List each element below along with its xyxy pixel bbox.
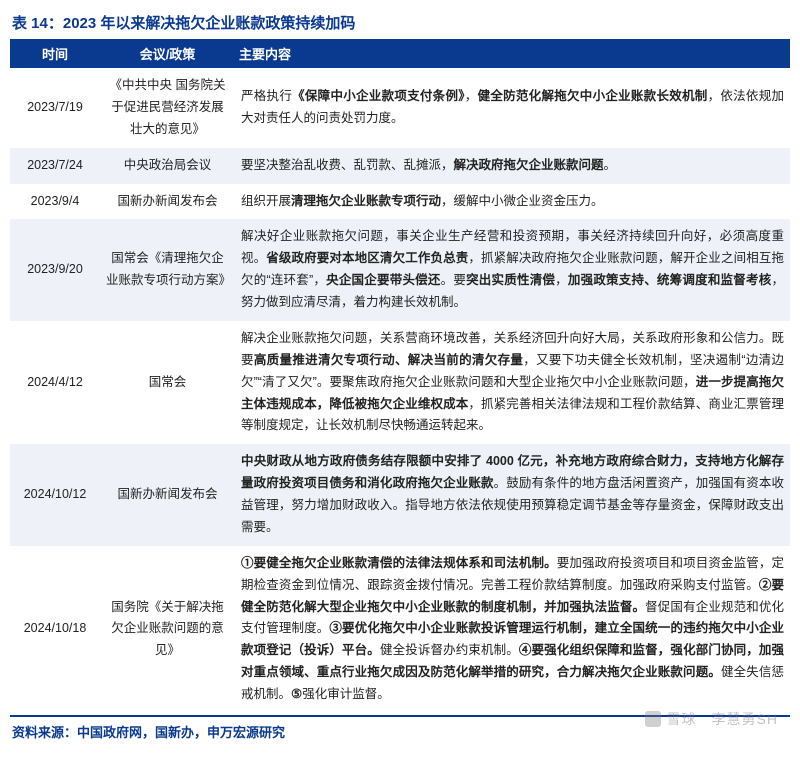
- cell-content: 要坚决整治乱收费、乱罚款、乱摊派，解决政府拖欠企业账款问题。: [235, 148, 790, 184]
- cell-policy: 国新办新闻发布会: [100, 444, 235, 546]
- cell-content: 解决好企业账款拖欠问题，事关企业生产经营和投资预期，事关经济持续回升向好，必须高…: [235, 219, 790, 321]
- cell-policy: 国新办新闻发布会: [100, 184, 235, 220]
- cell-time: 2024/10/12: [10, 444, 100, 546]
- cell-content: 组织开展清理拖欠企业账款专项行动，缓解中小微企业资金压力。: [235, 184, 790, 220]
- cell-time: 2023/9/4: [10, 184, 100, 220]
- cell-content: 严格执行《保障中小企业款项支付条例》，健全防范化解拖欠中小企业账款长效机制，依法…: [235, 68, 790, 148]
- policy-table: 时间 会议/政策 主要内容 2023/7/19《中共中央 国务院关于促进民营经济…: [10, 39, 790, 713]
- table-body: 2023/7/19《中共中央 国务院关于促进民营经济发展壮大的意见》严格执行《保…: [10, 68, 790, 713]
- cell-policy: 国务院《关于解决拖欠企业账款问题的意见》: [100, 546, 235, 713]
- source-line: 资料来源：中国政府网，国新办，申万宏源研究: [10, 717, 790, 741]
- table-row: 2023/7/24中央政治局会议要坚决整治乱收费、乱罚款、乱摊派，解决政府拖欠企…: [10, 148, 790, 184]
- table-row: 2024/10/18国务院《关于解决拖欠企业账款问题的意见》①要健全拖欠企业账款…: [10, 546, 790, 713]
- cell-time: 2024/4/12: [10, 321, 100, 444]
- cell-time: 2023/7/24: [10, 148, 100, 184]
- table-row: 2023/7/19《中共中央 国务院关于促进民营经济发展壮大的意见》严格执行《保…: [10, 68, 790, 148]
- cell-content: 解决企业账款拖欠问题，关系营商环境改善，关系经济回升向好大局，关系政府形象和公信…: [235, 321, 790, 444]
- cell-time: 2023/7/19: [10, 68, 100, 148]
- table-row: 2023/9/4国新办新闻发布会组织开展清理拖欠企业账款专项行动，缓解中小微企业…: [10, 184, 790, 220]
- table-title: 表 14：2023 年以来解决拖欠企业账款政策持续加码: [10, 8, 790, 39]
- cell-policy: 国常会: [100, 321, 235, 444]
- table-row: 2024/10/12国新办新闻发布会中央财政从地方政府债务结存限额中安排了 40…: [10, 444, 790, 546]
- header-row: 时间 会议/政策 主要内容: [10, 39, 790, 68]
- col-header-content: 主要内容: [235, 39, 790, 68]
- cell-time: 2023/9/20: [10, 219, 100, 321]
- col-header-policy: 会议/政策: [100, 39, 235, 68]
- cell-policy: 中央政治局会议: [100, 148, 235, 184]
- table-row: 2024/4/12国常会解决企业账款拖欠问题，关系营商环境改善，关系经济回升向好…: [10, 321, 790, 444]
- cell-content: ①要健全拖欠企业账款清偿的法律法规体系和司法机制。要加强政府投资项目和项目资金监…: [235, 546, 790, 713]
- cell-policy: 国常会《清理拖欠企业账款专项行动方案》: [100, 219, 235, 321]
- cell-time: 2024/10/18: [10, 546, 100, 713]
- table-row: 2023/9/20国常会《清理拖欠企业账款专项行动方案》解决好企业账款拖欠问题，…: [10, 219, 790, 321]
- col-header-time: 时间: [10, 39, 100, 68]
- cell-policy: 《中共中央 国务院关于促进民营经济发展壮大的意见》: [100, 68, 235, 148]
- cell-content: 中央财政从地方政府债务结存限额中安排了 4000 亿元，补充地方政府综合财力，支…: [235, 444, 790, 546]
